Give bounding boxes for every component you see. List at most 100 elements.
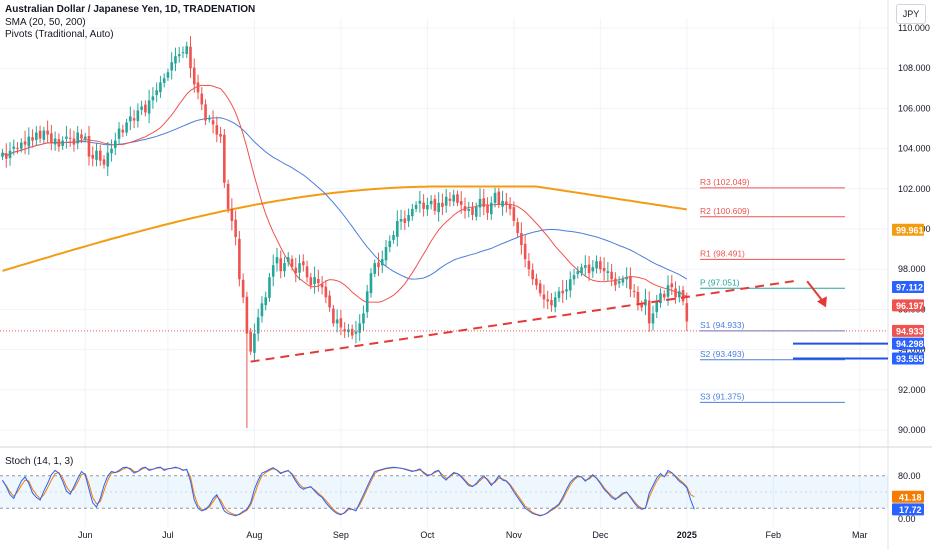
candle-body [407, 214, 410, 222]
candle-body [508, 204, 512, 209]
candle-body [46, 130, 49, 135]
candle-body [380, 259, 384, 266]
candle-body [136, 110, 140, 122]
candle-body [50, 133, 53, 143]
candle-body [72, 138, 76, 145]
candle-body [591, 267, 595, 272]
candle-body [87, 135, 91, 157]
candle-body [350, 328, 354, 336]
candle-body [343, 329, 346, 332]
candle-body [1, 152, 4, 157]
candle-body [437, 202, 440, 213]
candle-body [471, 207, 474, 215]
candle-body [91, 154, 95, 159]
candle-body [535, 278, 538, 286]
candle-body [625, 277, 628, 280]
candle-body [493, 192, 497, 203]
candle-body [538, 283, 542, 294]
pivot-label-p: P (97.051) [700, 277, 740, 287]
candle-body [253, 333, 256, 353]
time-axis[interactable]: Jun Jul Aug Sep Oct Nov Dec 2025 Feb Mar [78, 530, 868, 540]
candle-body [497, 191, 501, 205]
price-badge-label: 96.197 [896, 301, 924, 311]
price-tick-label: 102.000 [898, 184, 931, 194]
price-badge [892, 337, 924, 350]
candle-body [426, 204, 429, 210]
stoch-badge-label: 17.72 [899, 505, 922, 515]
candle-body [8, 150, 12, 159]
candle-body [505, 201, 508, 205]
candle-body [204, 104, 207, 121]
candle-body [268, 277, 271, 298]
stoch-band [0, 475, 888, 509]
sma-50-line [2, 117, 688, 280]
price-tick-label: 92.000 [898, 385, 926, 395]
candle-body [501, 200, 504, 207]
candle-body [512, 207, 516, 221]
price-badge-label: 93.555 [896, 354, 924, 364]
sma-200-line [2, 185, 687, 272]
time-tick-label: Sep [333, 530, 349, 540]
sma-50-path [2, 117, 688, 280]
candle-body [121, 129, 125, 133]
candle-body [456, 194, 459, 203]
sma-legend[interactable]: SMA (20, 50, 200) [5, 16, 86, 28]
candle-body [35, 132, 38, 140]
price-badge [892, 352, 924, 365]
pivot-label-r1: R1 (98.491) [700, 248, 745, 258]
candle-body [396, 220, 399, 237]
candle-body [177, 54, 181, 57]
candle-body [636, 291, 640, 306]
candle-body [320, 283, 324, 288]
candle-body [358, 323, 361, 333]
candle-body [662, 293, 666, 298]
candle-body [192, 67, 196, 85]
candle-body [486, 205, 489, 213]
candle-body [53, 138, 57, 145]
candle-body [365, 291, 369, 313]
candle-body [587, 264, 591, 274]
candle-body [238, 238, 241, 280]
candle-body [208, 118, 211, 120]
candle-body [328, 295, 331, 308]
pivot-label-r3: R3 (102.049) [700, 177, 750, 187]
candle-body [80, 134, 83, 139]
chart-legend: Australian Dollar / Japanese Yen, 1D, TR… [5, 4, 255, 42]
candle-body [61, 140, 64, 147]
candle-body [411, 208, 414, 217]
candle-body [159, 82, 162, 93]
candle-body [102, 159, 106, 165]
candle-body [557, 291, 561, 298]
candle-body [531, 269, 534, 280]
candle-body [42, 130, 46, 140]
currency-button[interactable]: JPY [896, 4, 926, 24]
candle-body [230, 208, 234, 221]
candle-body [155, 90, 158, 96]
symbol-title[interactable]: Australian Dollar / Japanese Yen, 1D, TR… [5, 4, 256, 15]
stoch-legend[interactable]: Stoch (14, 1, 3) [5, 456, 74, 467]
candle-body [38, 130, 42, 139]
candle-body [478, 198, 482, 208]
candle-body [140, 106, 143, 110]
candle-body [294, 267, 298, 274]
candle-body [362, 313, 365, 324]
price-badge-label: 94.933 [896, 326, 924, 336]
stoch-d-line [2, 467, 695, 516]
bearish-arrow-head [816, 296, 827, 308]
candle-body [275, 257, 279, 264]
candle-body [561, 290, 565, 294]
candle-body [170, 62, 173, 71]
candle-body [20, 142, 23, 149]
trendline [250, 279, 800, 363]
pivots-legend[interactable]: Pivots (Traditional, Auto) [5, 29, 114, 40]
price-badges: 99.961 97.112 96.197 94.933 94.298 93.555 [892, 223, 924, 365]
candle-body [550, 300, 553, 306]
candle-body [565, 289, 568, 292]
candle-body [302, 261, 305, 266]
candle-body [474, 206, 478, 217]
candle-body [418, 200, 422, 204]
candle-body [403, 218, 407, 223]
sma-200-path [2, 185, 687, 272]
